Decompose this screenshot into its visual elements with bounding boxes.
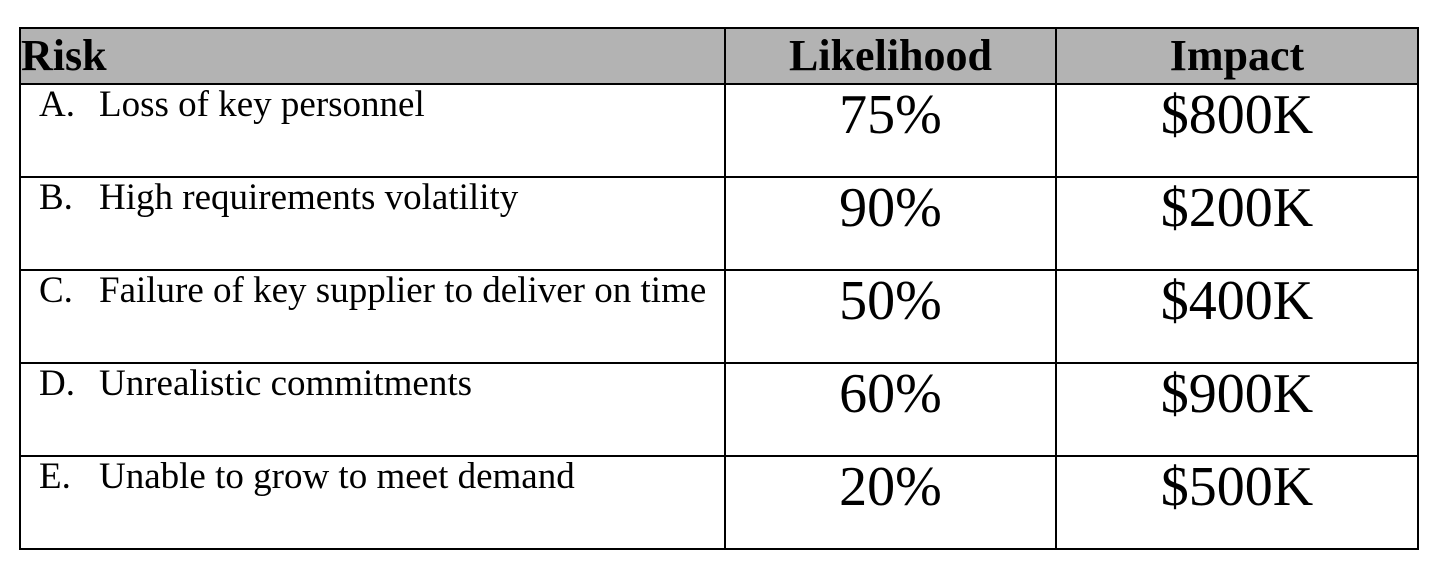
header-row: Risk Likelihood Impact: [19, 27, 1419, 85]
risk-cell: C. Failure of key supplier to deliver on…: [19, 269, 726, 364]
impact-cell: $900K: [1055, 362, 1419, 457]
table-body: A. Loss of key personnel 75% $800K B. Hi…: [19, 83, 1419, 550]
impact-cell: $500K: [1055, 455, 1419, 550]
likelihood-cell: 60%: [724, 362, 1057, 457]
table-row: C. Failure of key supplier to deliver on…: [19, 269, 1419, 364]
likelihood-cell: 90%: [724, 176, 1057, 271]
risk-entry: A. Loss of key personnel: [21, 85, 724, 125]
table-header: Risk Likelihood Impact: [19, 27, 1419, 85]
header-impact: Impact: [1055, 27, 1419, 85]
header-risk: Risk: [19, 27, 726, 85]
risk-description: Loss of key personnel: [99, 84, 425, 125]
risk-cell: D. Unrealistic commitments: [19, 362, 726, 457]
risk-entry: D. Unrealistic commitments: [21, 364, 724, 404]
risk-entry: C. Failure of key supplier to deliver on…: [21, 271, 724, 311]
risk-entry: E. Unable to grow to meet demand: [21, 457, 724, 497]
risk-letter: E.: [39, 456, 71, 497]
impact-cell: $400K: [1055, 269, 1419, 364]
likelihood-cell: 20%: [724, 455, 1057, 550]
risk-cell: A. Loss of key personnel: [19, 83, 726, 178]
risk-description: Unable to grow to meet demand: [99, 456, 575, 497]
risk-description: Unrealistic commitments: [99, 363, 472, 404]
table-row: D. Unrealistic commitments 60% $900K: [19, 362, 1419, 457]
impact-cell: $200K: [1055, 176, 1419, 271]
header-likelihood: Likelihood: [724, 27, 1057, 85]
risk-cell: E. Unable to grow to meet demand: [19, 455, 726, 550]
table-row: E. Unable to grow to meet demand 20% $50…: [19, 455, 1419, 550]
risk-letter: D.: [39, 363, 75, 404]
likelihood-cell: 50%: [724, 269, 1057, 364]
impact-cell: $800K: [1055, 83, 1419, 178]
risk-letter: C.: [39, 270, 73, 311]
likelihood-cell: 75%: [724, 83, 1057, 178]
risk-entry: B. High requirements volatility: [21, 178, 724, 218]
risk-table: Risk Likelihood Impact A. Loss of key pe…: [19, 27, 1419, 550]
table-row: A. Loss of key personnel 75% $800K: [19, 83, 1419, 178]
risk-letter: A.: [39, 84, 75, 125]
risk-description: High requirements volatility: [99, 177, 519, 218]
table-row: B. High requirements volatility 90% $200…: [19, 176, 1419, 271]
risk-letter: B.: [39, 177, 73, 218]
risk-cell: B. High requirements volatility: [19, 176, 726, 271]
risk-description: Failure of key supplier to deliver on ti…: [99, 270, 707, 311]
